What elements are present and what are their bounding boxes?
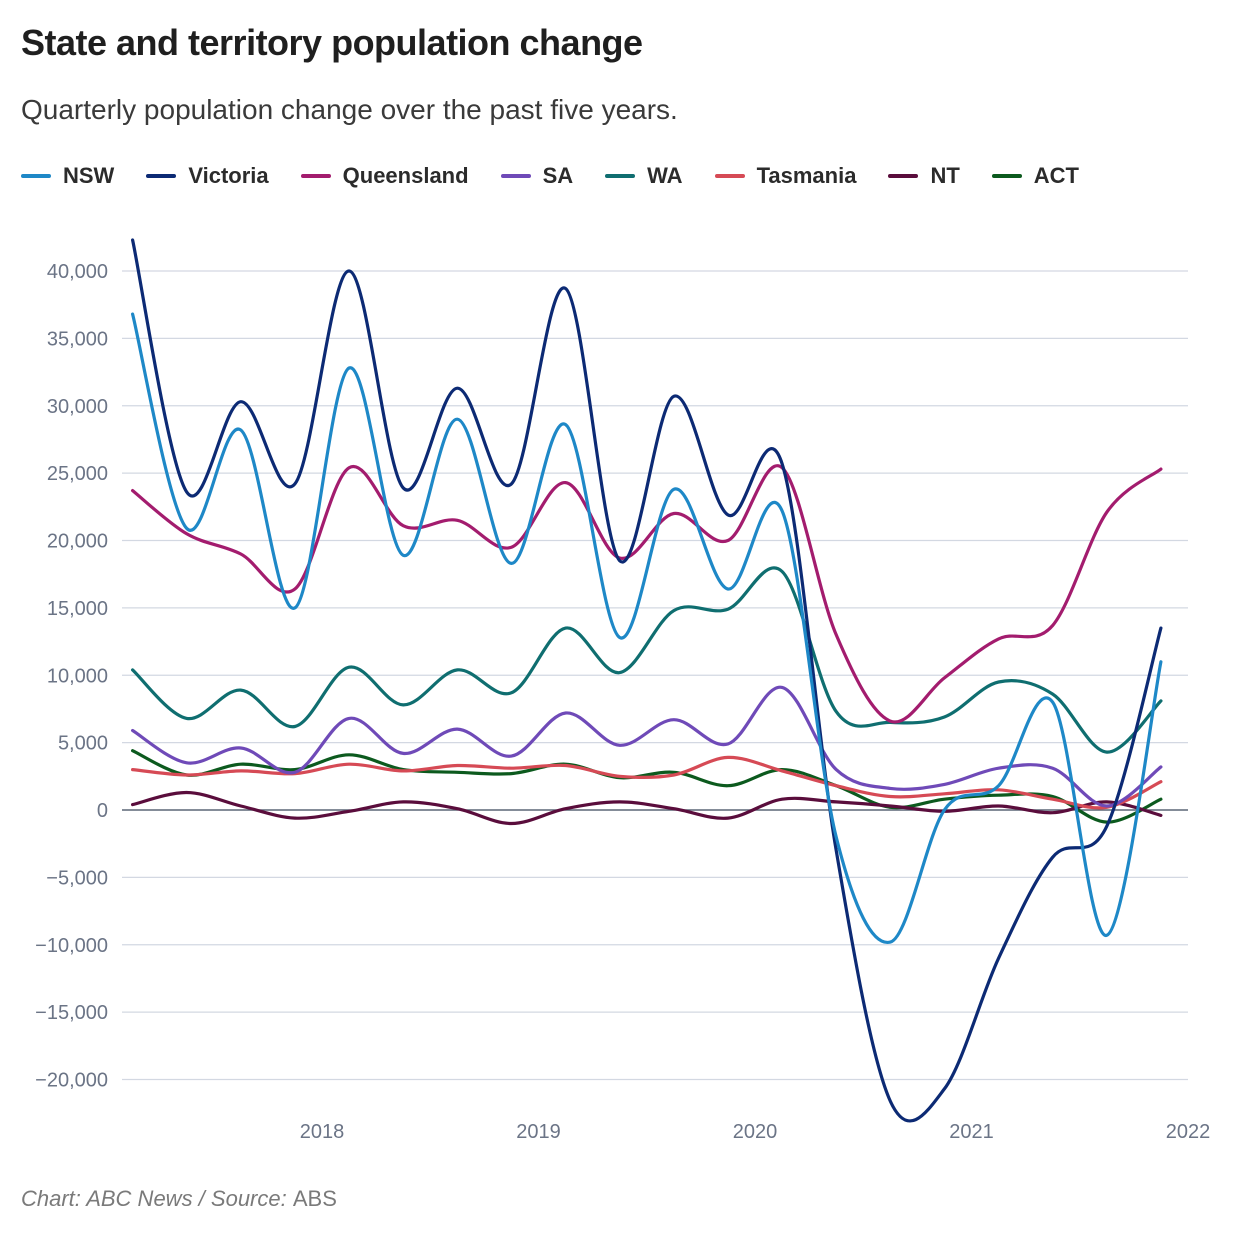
legend-item-sa: SA bbox=[500, 163, 574, 189]
legend-item-queensland: Queensland bbox=[300, 163, 469, 189]
series-line-wa bbox=[131, 566, 1163, 754]
y-tick-label: −5,000 bbox=[46, 867, 108, 889]
y-tick-label: 10,000 bbox=[47, 665, 108, 687]
legend-label-nt: NT bbox=[930, 163, 960, 188]
chart-source: Chart: ABC News / Source: ABS bbox=[21, 1186, 337, 1212]
chart-title: State and territory population change bbox=[21, 22, 643, 63]
x-tick-label: 2021 bbox=[949, 1121, 994, 1143]
series-line-tasmania bbox=[131, 755, 1163, 810]
source-chart-credit: Chart: ABC News / bbox=[21, 1186, 211, 1211]
gridlines bbox=[122, 270, 1188, 1081]
legend-item-nsw: NSW bbox=[21, 163, 114, 189]
legend-label-tasmania: Tasmania bbox=[756, 163, 857, 188]
x-tick-label: 2022 bbox=[1166, 1121, 1211, 1143]
series-line-sa bbox=[131, 685, 1163, 808]
y-tick-label: 25,000 bbox=[47, 463, 108, 485]
legend-item-wa: WA bbox=[605, 163, 683, 189]
legend-label-victoria: Victoria bbox=[188, 163, 269, 188]
series-line-queensland bbox=[131, 464, 1163, 724]
legend-item-victoria: Victoria bbox=[146, 163, 269, 189]
series-line-act bbox=[131, 749, 1163, 824]
legend-item-act: ACT bbox=[991, 163, 1079, 189]
x-tick-label: 2020 bbox=[733, 1121, 778, 1143]
y-tick-label: −15,000 bbox=[35, 1002, 108, 1024]
y-tick-label: 40,000 bbox=[47, 261, 108, 283]
y-tick-label: −10,000 bbox=[35, 935, 108, 957]
legend-swatch-act bbox=[991, 174, 1022, 178]
legend-swatch-queensland bbox=[300, 174, 331, 178]
series-line-nsw bbox=[131, 312, 1163, 944]
y-tick-label: 5,000 bbox=[58, 733, 108, 755]
y-tick-label: 20,000 bbox=[47, 531, 108, 553]
legend-label-act: ACT bbox=[1033, 163, 1079, 188]
y-tick-label: 0 bbox=[97, 800, 108, 822]
y-tick-label: 35,000 bbox=[47, 328, 108, 350]
legend-swatch-nt bbox=[888, 174, 919, 178]
y-tick-label: −20,000 bbox=[35, 1070, 108, 1092]
legend-swatch-nsw bbox=[21, 174, 51, 178]
legend-label-nsw: NSW bbox=[63, 163, 115, 188]
x-axis-tick-labels: 2018 2019 2020 2021 2022 bbox=[300, 1121, 1211, 1143]
source-name: ABS bbox=[292, 1186, 337, 1211]
source-label: Source: bbox=[210, 1186, 293, 1211]
series-line-nt bbox=[131, 790, 1163, 826]
legend-item-tasmania: Tasmania bbox=[714, 163, 857, 189]
y-tick-label: 30,000 bbox=[47, 396, 108, 418]
x-tick-label: 2018 bbox=[300, 1121, 345, 1143]
series-line-victoria bbox=[131, 238, 1163, 1123]
y-axis-tick-labels: 40,000 35,000 30,000 25,000 20,000 15,000 10,0… bbox=[35, 261, 108, 1092]
legend-swatch-wa bbox=[605, 174, 636, 178]
legend-label-sa: SA bbox=[542, 163, 574, 188]
legend: NSW Victoria Queensland SA WA Tasmania N… bbox=[21, 163, 1111, 189]
y-tick-label: 15,000 bbox=[47, 598, 108, 620]
legend-swatch-victoria bbox=[146, 174, 177, 178]
chart-subtitle: Quarterly population change over the pas… bbox=[21, 94, 678, 125]
series-lines bbox=[131, 238, 1163, 1123]
x-tick-label: 2019 bbox=[516, 1121, 561, 1143]
legend-swatch-sa bbox=[500, 174, 531, 178]
legend-label-wa: WA bbox=[647, 163, 683, 188]
legend-label-queensland: Queensland bbox=[342, 163, 469, 188]
legend-swatch-tasmania bbox=[714, 174, 745, 178]
legend-item-nt: NT bbox=[888, 163, 960, 189]
